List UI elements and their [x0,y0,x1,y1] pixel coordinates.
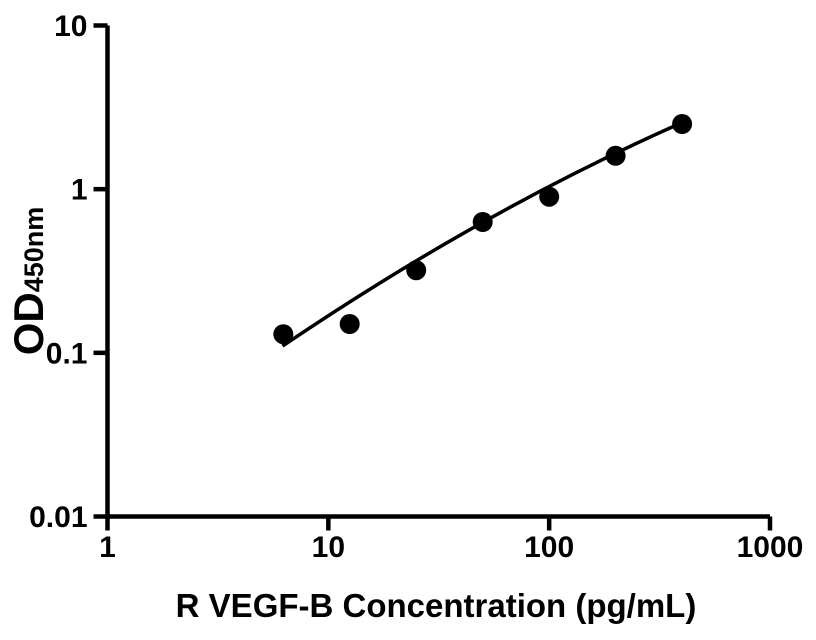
x-axis-tick-label-100: 100 [524,531,574,564]
data-point-x12.5 [339,314,360,334]
axes-layer [105,25,770,519]
data-point-x6.25 [273,324,294,345]
x-axis-title: R VEGF-B Concentration (pg/mL) [176,587,697,624]
y-axis-title: OD450nm [5,207,52,356]
axis-frame [105,25,770,519]
tick-labels-layer: 0.01 0.1 1 10 1 10 100 1000 [29,10,803,564]
x-axis-tick-label-10: 10 [312,531,345,564]
data-point-x200 [605,145,626,166]
x-axis-tick-label-1000: 1000 [737,531,804,564]
y-axis-tick-label-0.1: 0.1 [46,337,88,370]
data-point-x50 [472,212,493,232]
x-axis-tick-label-1: 1 [99,531,116,564]
y-axis-tick-label-1: 1 [71,174,88,207]
data-series-layer [273,114,693,348]
ticks-layer [93,23,773,531]
y-axis-title-main: OD [5,292,52,355]
data-point-x400 [672,114,693,134]
y-axis-tick-label-0.01: 0.01 [29,501,87,534]
data-point-x25 [406,260,427,281]
data-point-x100 [539,186,560,207]
y-axis-tick-label-10: 10 [54,10,87,43]
y-axis-title-subscript: 450nm [19,207,49,293]
